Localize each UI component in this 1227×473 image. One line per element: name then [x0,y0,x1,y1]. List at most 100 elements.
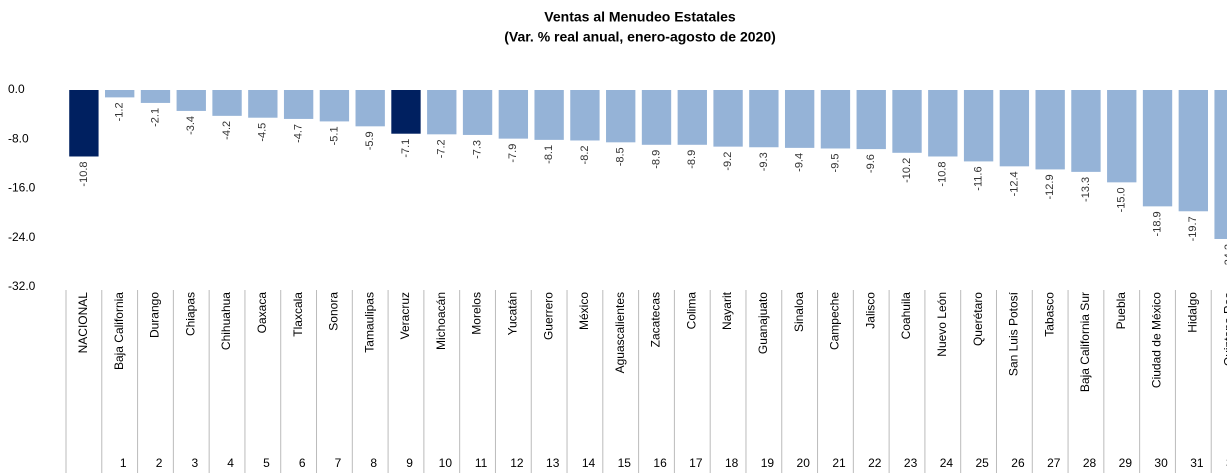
x-tick-label: Chihuahua [219,292,233,350]
rank-label: 18 [725,456,739,470]
value-label: -9.2 [722,152,734,171]
value-label: -4.2 [221,121,233,140]
y-tick-label: -24.0 [8,230,36,244]
x-tick-label: Colima [684,292,698,330]
y-tick-label: -32.0 [8,279,36,293]
x-tick-label: Tlaxcala [291,292,305,337]
rank-label: 7 [335,456,342,470]
bar [1071,90,1101,172]
rank-label: 28 [1083,456,1097,470]
x-tick-label: Guanajuato [756,292,770,354]
rank-label: 1 [120,456,127,470]
value-label: -8.9 [686,150,698,169]
y-tick-label: -16.0 [8,181,36,195]
bar [319,90,350,122]
x-tick-label: México [577,292,591,330]
bar [963,90,994,162]
rank-label: 5 [263,456,270,470]
value-label: -8.1 [543,145,555,164]
x-tick-label: Quintana Roo [1221,292,1227,366]
rank-label: 6 [299,456,306,470]
bar [570,90,600,141]
value-label: -2.1 [149,108,161,127]
value-label: -7.9 [507,144,519,163]
value-label: -18.9 [1151,211,1163,236]
bar [105,90,135,98]
value-label: -3.4 [185,116,197,135]
x-tick-label: Zacatecas [649,292,663,347]
x-tick-label: Sonora [327,292,341,331]
x-tick-label: Baja California Sur [1078,292,1092,392]
x-tick-label: Guerrero [541,292,555,340]
x-tick-label: Tabasco [1042,292,1056,337]
value-label: -8.5 [615,147,627,166]
rank-label: 15 [618,456,632,470]
rank-label: 10 [439,456,453,470]
value-label: -5.9 [364,131,376,150]
rank-label: 30 [1154,456,1168,470]
rank-label: 11 [475,456,488,470]
value-label: -9.5 [829,153,841,172]
rank-label: 14 [582,456,596,470]
bar [784,90,815,148]
value-label: -7.2 [436,139,448,158]
chart-subtitle: (Var. % real anual, enero-agosto de 2020… [504,29,776,45]
rank-label: 17 [689,456,703,470]
rank-label: 23 [904,456,918,470]
rank-label: 19 [761,456,775,470]
bar [391,90,421,134]
value-label: -12.9 [1044,174,1056,199]
bar [856,90,886,150]
x-tick-label: Chiapas [183,292,197,336]
bar [355,90,385,127]
y-tick-label: -8.0 [8,131,29,145]
value-label: -9.6 [865,154,877,173]
value-label: -9.4 [794,153,806,172]
rank-label: 16 [653,456,667,470]
bar [820,90,851,149]
bar [928,90,958,157]
rank-label: 8 [370,456,377,470]
x-tick-label: Campeche [828,292,842,350]
bar [1035,90,1065,170]
x-tick-label: Hidalgo [1185,292,1199,333]
bar [1107,90,1137,183]
x-tick-label: San Luis Potosí [1007,291,1021,376]
x-tick-label: Durango [148,292,162,338]
value-label: -7.3 [471,140,483,159]
bar [498,90,529,139]
rank-label: 29 [1119,456,1133,470]
bar [283,90,314,119]
x-tick-label: Querétaro [971,292,985,346]
bar [1214,90,1227,239]
value-label: -10.8 [78,161,90,186]
bar [427,90,457,135]
bar [212,90,242,116]
bar [140,90,171,103]
rank-label: 25 [975,456,989,470]
y-tick-label: 0.0 [8,82,25,96]
bar [749,90,779,148]
value-label: -4.7 [293,124,305,143]
bar [462,90,493,135]
rank-label: 26 [1011,456,1025,470]
rank-label: 22 [868,456,882,470]
rank-label: 31 [1190,456,1204,470]
rank-label: 21 [832,456,846,470]
rank-label: 9 [406,456,413,470]
x-tick-label: Tamaulipas [362,292,376,353]
x-tick-label: Sinaloa [792,292,806,332]
x-tick-label: Puebla [1114,292,1128,330]
value-label: -9.3 [758,152,770,171]
x-tick-label: Baja California [112,292,126,370]
value-label: -10.2 [901,158,913,183]
x-tick-label: Nuevo León [935,292,949,357]
bar [999,90,1030,167]
bar [176,90,206,111]
bar [713,90,743,147]
value-label: -11.6 [972,166,984,190]
x-tick-label: Michoacán [434,292,448,350]
bar [1178,90,1208,212]
bar [606,90,636,143]
